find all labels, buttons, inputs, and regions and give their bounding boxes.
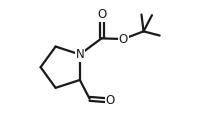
- Text: N: N: [75, 48, 84, 61]
- Text: O: O: [119, 32, 128, 46]
- Text: O: O: [97, 8, 106, 21]
- Text: O: O: [106, 94, 115, 107]
